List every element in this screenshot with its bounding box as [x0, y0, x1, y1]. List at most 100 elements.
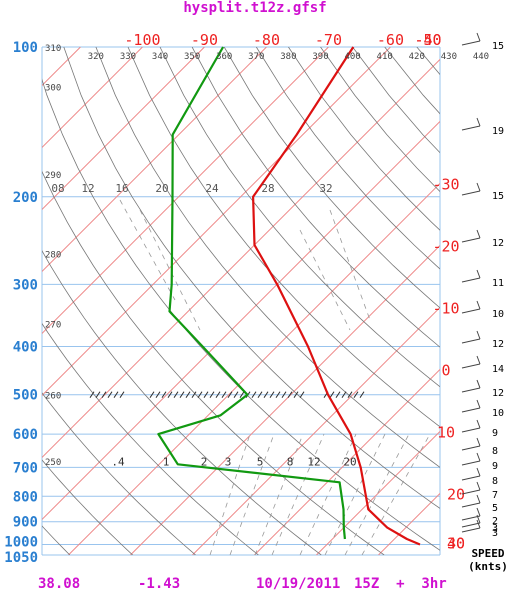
wind-axis-label: (knts): [468, 560, 508, 573]
theta-label: 350: [184, 52, 200, 62]
wind-barb-flag: [476, 514, 481, 524]
isotherm-label: 30: [447, 534, 465, 552]
dry-adiabat-line: [42, 459, 133, 555]
isotherm-line: [42, 47, 440, 555]
mixing-ratio-label: 2: [201, 455, 208, 468]
isotherm-label: -80: [253, 31, 280, 49]
wind-barb-shaft: [461, 237, 481, 243]
isotherm-label: -40: [414, 31, 441, 49]
dry-adiabat-line: [191, 47, 440, 348]
hatch-mark: [287, 391, 293, 398]
isotherm-label: -90: [191, 31, 218, 49]
wind-axis-label: SPEED: [471, 547, 504, 560]
axis-labels: 10020030040050060070080090010001050-100-…: [4, 31, 489, 566]
hatch-mark: [329, 391, 335, 398]
isotherm-label: -10: [432, 299, 459, 317]
theta-label: 250: [45, 458, 61, 468]
wind-barb-flag: [476, 182, 481, 192]
hatch-mark: [161, 391, 167, 398]
hatch-mark: [95, 391, 101, 398]
mixing-ratio-label: .4: [111, 455, 125, 468]
isotherm-label: -50: [414, 31, 441, 49]
wind-speed-label: 12: [492, 339, 504, 350]
mixing-ratio-label: 16: [115, 182, 128, 195]
mixing-ratio-line: [209, 433, 251, 555]
dry-adiabat-line: [42, 525, 71, 555]
wind-barb-shaft: [461, 475, 481, 481]
dry-adiabat-line: [42, 322, 259, 555]
dry-adiabat-line: [42, 250, 322, 555]
dry-adiabat-line: [127, 47, 440, 428]
theta-label: 390: [312, 52, 328, 62]
mixing-ratio-label: 20: [343, 455, 356, 468]
pressure-tick-label: 1000: [4, 534, 38, 550]
wind-barb-shaft: [461, 338, 481, 344]
pressure-tick-label: 200: [13, 190, 38, 206]
hatch-mark: [269, 391, 275, 398]
mixing-ratio-label: 12: [81, 182, 94, 195]
dry-adiabat-line: [42, 78, 440, 551]
isotherm-line: [254, 47, 440, 555]
mixing-ratio-line: [299, 433, 357, 555]
theta-label: 360: [216, 52, 232, 62]
wind-barb-shaft: [461, 460, 481, 466]
hatch-mark: [107, 391, 113, 398]
isotherm-line: [42, 47, 143, 555]
wind-barb-flag: [476, 300, 481, 310]
isotherm-label: -20: [432, 237, 459, 255]
theta-label: 430: [441, 52, 457, 62]
hatch-mark: [263, 391, 269, 398]
wind-barb-shaft: [461, 502, 481, 508]
hatch-mark: [239, 391, 245, 398]
hatch-mark: [173, 391, 179, 398]
hatch-mark: [347, 391, 353, 398]
isotherm-line: [502, 47, 510, 555]
freezing-level-hatch: [89, 391, 365, 398]
footer-time: 15Z + 3hr: [354, 576, 447, 592]
isotherm-line: [192, 47, 440, 555]
wind-barb-shaft: [461, 527, 481, 533]
wind-speed-label: 15: [492, 41, 504, 52]
wind-barb-flag: [476, 32, 481, 42]
theta-label: 290: [45, 171, 61, 181]
dry-adiabat-line: [255, 47, 440, 270]
wind-barb-shaft: [461, 407, 481, 413]
theta-label: 420: [409, 52, 425, 62]
hatch-mark: [113, 391, 119, 398]
wind-barb-flag: [476, 467, 481, 477]
dry-adiabat-line: [95, 47, 440, 468]
dry-adiabat-line: [42, 170, 385, 555]
hatch-mark: [227, 391, 233, 398]
wind-barb-shaft: [461, 190, 481, 196]
isotherm-line: [42, 47, 81, 555]
mixing-ratio-label: 5: [257, 455, 264, 468]
hatch-mark: [335, 391, 341, 398]
wind-barb-flag: [476, 269, 481, 279]
wind-barb-shaft: [461, 40, 481, 46]
theta-label: 400: [344, 52, 360, 62]
hatch-mark: [341, 391, 347, 398]
isotherm-line: [130, 47, 440, 555]
isotherm-line: [42, 47, 205, 555]
wind-speed-label: 7: [492, 490, 498, 501]
pressure-tick-label: 900: [13, 515, 38, 531]
isotherm-label: -100: [124, 31, 160, 49]
isotherm-line: [42, 47, 329, 555]
dry-adiabat-line: [63, 47, 440, 509]
hatch-mark: [203, 391, 209, 398]
theta-label: 320: [88, 52, 104, 62]
hatch-mark: [179, 391, 185, 398]
isotherm-label: 20: [447, 485, 465, 503]
isotherm-label: 0: [441, 361, 450, 379]
hatch-mark: [215, 391, 221, 398]
mixing-ratio-line: [271, 433, 325, 555]
hatch-mark: [167, 391, 173, 398]
isotherm-line: [42, 47, 267, 555]
isotherm-label: 40: [447, 534, 465, 552]
mixing-ratio-label: 08: [51, 182, 64, 195]
dry-adiabat-line: [42, 392, 196, 555]
mixing-ratio-label: 20: [155, 182, 168, 195]
pressure-tick-label: 100: [13, 40, 38, 56]
wind-speed-label: 12: [492, 238, 504, 249]
wind-speed-label: 14: [492, 364, 504, 375]
